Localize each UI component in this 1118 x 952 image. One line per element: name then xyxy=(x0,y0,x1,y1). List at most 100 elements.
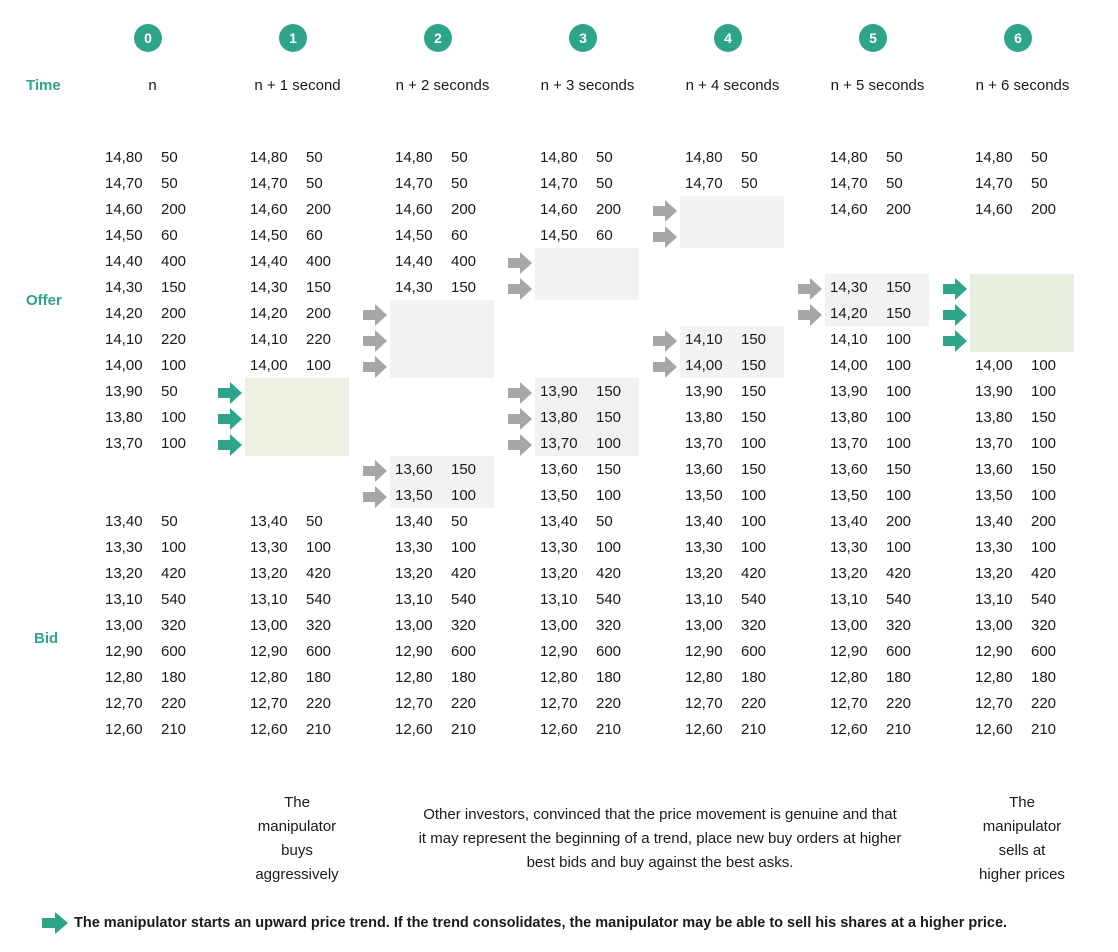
price-cell: 14,20 xyxy=(250,305,288,322)
price-cell: 13,20 xyxy=(105,565,143,582)
price-cell: 14,80 xyxy=(540,149,578,166)
quantity-cell: 60 xyxy=(451,227,468,244)
price-cell: 14,60 xyxy=(540,201,578,218)
price-cell: 14,00 xyxy=(105,357,143,374)
quantity-cell: 540 xyxy=(741,591,767,608)
quantity-cell: 180 xyxy=(451,669,477,686)
quantity-cell: 100 xyxy=(1031,357,1057,374)
quantity-cell: 50 xyxy=(596,149,613,166)
price-cell: 14,60 xyxy=(395,201,433,218)
price-cell: 13,30 xyxy=(250,539,288,556)
price-cell: 14,70 xyxy=(250,175,288,192)
quantity-cell: 220 xyxy=(886,695,912,712)
quantity-cell: 150 xyxy=(886,279,912,296)
time-heading: n + 6 seconds xyxy=(975,77,1070,94)
price-cell: 13,00 xyxy=(105,617,143,634)
price-cell: 14,40 xyxy=(395,253,433,270)
price-cell: 13,70 xyxy=(685,435,723,452)
price-cell: 13,20 xyxy=(250,565,288,582)
note-line: Other investors, convinced that the pric… xyxy=(423,806,897,823)
price-cell: 13,70 xyxy=(830,435,868,452)
quantity-cell: 50 xyxy=(1031,175,1048,192)
price-cell: 13,60 xyxy=(830,461,868,478)
price-cell: 12,60 xyxy=(685,721,723,738)
quantity-cell: 420 xyxy=(596,565,622,582)
quantity-cell: 220 xyxy=(306,331,332,348)
quantity-cell: 150 xyxy=(451,461,477,478)
price-cell: 14,80 xyxy=(830,149,868,166)
price-cell: 12,60 xyxy=(105,721,143,738)
quantity-cell: 540 xyxy=(451,591,477,608)
price-cell: 12,70 xyxy=(250,695,288,712)
quantity-cell: 220 xyxy=(306,695,332,712)
quantity-cell: 600 xyxy=(451,643,477,660)
price-cell: 13,30 xyxy=(975,539,1013,556)
quantity-cell: 180 xyxy=(741,669,767,686)
gray-arrow-icon xyxy=(798,304,822,326)
quantity-cell: 210 xyxy=(741,721,767,738)
price-cell: 12,60 xyxy=(250,721,288,738)
note-line: aggressively xyxy=(255,866,339,883)
quantity-cell: 400 xyxy=(306,253,332,270)
price-cell: 13,10 xyxy=(250,591,288,608)
time-heading: n + 1 second xyxy=(254,77,341,94)
quantity-cell: 210 xyxy=(596,721,622,738)
quantity-cell: 150 xyxy=(596,383,622,400)
price-cell: 13,40 xyxy=(975,513,1013,530)
quantity-cell: 100 xyxy=(451,487,477,504)
step-badge: 3 xyxy=(569,24,597,52)
quantity-cell: 150 xyxy=(741,409,767,426)
quantity-cell: 150 xyxy=(886,461,912,478)
quantity-cell: 100 xyxy=(596,435,622,452)
step-badge: 5 xyxy=(859,24,887,52)
price-cell: 13,50 xyxy=(540,487,578,504)
gray-arrow-icon xyxy=(653,356,677,378)
green-arrow-icon xyxy=(42,912,68,934)
note-line: it may represent the beginning of a tren… xyxy=(418,830,902,847)
price-cell: 14,30 xyxy=(105,279,143,296)
quantity-cell: 150 xyxy=(741,357,767,374)
new-bids-col4 xyxy=(680,326,784,378)
price-cell: 12,60 xyxy=(975,721,1013,738)
quantity-cell: 540 xyxy=(596,591,622,608)
quantity-cell: 50 xyxy=(161,513,178,530)
price-cell: 14,70 xyxy=(975,175,1013,192)
gray-arrow-icon xyxy=(363,330,387,352)
bid-label: Bid xyxy=(34,630,59,647)
quantity-cell: 60 xyxy=(596,227,613,244)
price-cell: 14,60 xyxy=(250,201,288,218)
price-cell: 12,80 xyxy=(830,669,868,686)
price-cell: 13,80 xyxy=(540,409,578,426)
quantity-cell: 150 xyxy=(741,461,767,478)
time-heading: n + 3 seconds xyxy=(540,77,635,94)
quantity-cell: 100 xyxy=(451,539,477,556)
quantity-cell: 540 xyxy=(886,591,912,608)
quantity-cell: 60 xyxy=(306,227,323,244)
quantity-cell: 100 xyxy=(886,357,912,374)
price-cell: 13,60 xyxy=(975,461,1013,478)
quantity-cell: 420 xyxy=(741,565,767,582)
price-cell: 13,00 xyxy=(540,617,578,634)
green-arrow-icon xyxy=(218,382,242,404)
quantity-cell: 200 xyxy=(451,201,477,218)
price-cell: 13,50 xyxy=(685,487,723,504)
price-cell: 14,00 xyxy=(685,357,723,374)
price-cell: 13,00 xyxy=(975,617,1013,634)
price-cell: 14,60 xyxy=(975,201,1013,218)
price-cell: 14,70 xyxy=(540,175,578,192)
quantity-cell: 320 xyxy=(161,617,187,634)
step-badge: 0 xyxy=(134,24,162,52)
price-cell: 13,60 xyxy=(685,461,723,478)
quantity-cell: 50 xyxy=(451,175,468,192)
quantity-cell: 100 xyxy=(886,487,912,504)
quantity-cell: 100 xyxy=(306,539,332,556)
price-cell: 14,40 xyxy=(105,253,143,270)
price-cell: 14,00 xyxy=(830,357,868,374)
quantity-cell: 540 xyxy=(1031,591,1057,608)
gray-arrow-icon xyxy=(508,382,532,404)
quantity-cell: 220 xyxy=(161,331,187,348)
gray-arrow-icon xyxy=(508,434,532,456)
price-cell: 13,10 xyxy=(975,591,1013,608)
price-cell: 13,10 xyxy=(685,591,723,608)
quantity-cell: 100 xyxy=(306,357,332,374)
